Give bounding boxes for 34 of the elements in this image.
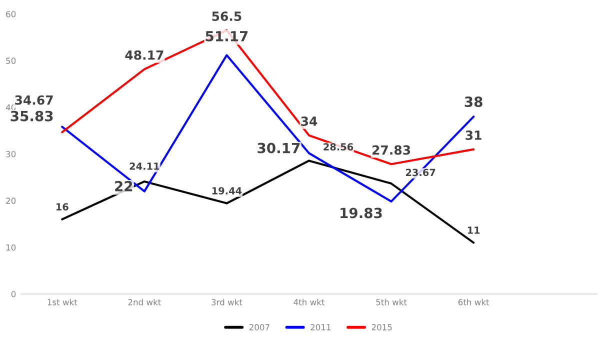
data-label: 35.83 bbox=[10, 110, 53, 122]
data-label: 34.67 bbox=[15, 95, 53, 105]
x-tick-label: 1st wkt bbox=[48, 298, 78, 306]
legend-label: 2011 bbox=[310, 324, 330, 330]
data-label: 24.11 bbox=[130, 162, 160, 170]
data-label: 16 bbox=[56, 203, 68, 211]
y-tick-label: 30 bbox=[6, 150, 16, 158]
data-label: 19.44 bbox=[212, 187, 242, 194]
x-tick-label: 3rd wkt bbox=[212, 298, 242, 306]
data-label: 30.17 bbox=[258, 142, 300, 154]
data-label: 22 bbox=[115, 180, 132, 192]
x-tick-label: 5th wkt bbox=[376, 298, 407, 306]
y-tick-label: 20 bbox=[6, 198, 16, 204]
legend-label: 2015 bbox=[372, 324, 392, 330]
data-label: 31 bbox=[466, 130, 482, 140]
y-tick-label: 50 bbox=[6, 58, 16, 64]
data-label: 19.83 bbox=[340, 208, 382, 218]
data-label: 28.56 bbox=[324, 143, 354, 151]
y-tick-label: 10 bbox=[6, 244, 16, 251]
data-label: 48.17 bbox=[125, 50, 164, 60]
x-tick-label: 4th wkt bbox=[294, 298, 325, 306]
y-tick-label: 40 bbox=[6, 104, 16, 111]
data-label: 56.5 bbox=[212, 12, 242, 21]
legend-label: 2007 bbox=[249, 324, 270, 330]
data-label: 34 bbox=[301, 116, 318, 126]
data-label: 38 bbox=[464, 96, 482, 108]
data-label: 27.83 bbox=[372, 145, 410, 155]
y-tick-label: 60 bbox=[6, 10, 16, 18]
x-tick-label: 2nd wkt bbox=[128, 298, 161, 306]
data-label: 51.17 bbox=[206, 31, 248, 42]
x-tick-label: 6th wkt bbox=[458, 298, 490, 306]
data-label: 23.67 bbox=[406, 168, 436, 176]
y-tick-label: 0 bbox=[11, 290, 16, 298]
data-label: 11 bbox=[468, 226, 480, 234]
